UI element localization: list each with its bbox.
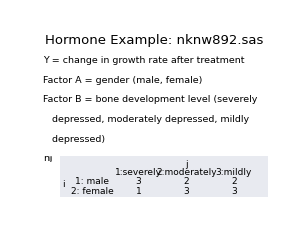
Text: 3: 3 — [136, 177, 142, 186]
Text: 3: 3 — [231, 187, 237, 196]
Text: 2:moderately: 2:moderately — [156, 168, 217, 177]
Text: ij: ij — [49, 156, 53, 162]
Text: 2: female: 2: female — [71, 187, 113, 196]
Text: 1: male: 1: male — [75, 177, 109, 186]
Text: depressed, moderately depressed, mildly: depressed, moderately depressed, mildly — [43, 115, 249, 124]
Text: 1: 1 — [136, 187, 142, 196]
Text: 2: 2 — [184, 177, 189, 186]
Text: 2: 2 — [231, 177, 237, 186]
Text: i: i — [62, 180, 64, 189]
Text: Hormone Example: nknw892.sas: Hormone Example: nknw892.sas — [45, 34, 263, 47]
Text: 3: 3 — [183, 187, 189, 196]
Text: j: j — [185, 160, 188, 169]
FancyBboxPatch shape — [60, 156, 268, 197]
Text: depressed): depressed) — [43, 135, 105, 144]
Text: Factor A = gender (male, female): Factor A = gender (male, female) — [43, 76, 203, 85]
Text: 1:severely: 1:severely — [115, 168, 162, 177]
Text: n: n — [43, 154, 49, 163]
Text: 3:mildly: 3:mildly — [216, 168, 252, 177]
Text: Y = change in growth rate after treatment: Y = change in growth rate after treatmen… — [43, 56, 245, 65]
Text: Factor B = bone development level (severely: Factor B = bone development level (sever… — [43, 95, 258, 104]
